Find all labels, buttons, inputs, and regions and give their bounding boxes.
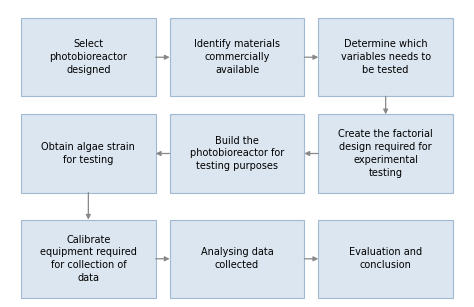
Text: Obtain algae strain
for testing: Obtain algae strain for testing xyxy=(41,142,135,165)
FancyBboxPatch shape xyxy=(318,115,453,192)
FancyBboxPatch shape xyxy=(170,18,304,96)
Text: Evaluation and
conclusion: Evaluation and conclusion xyxy=(349,247,422,270)
Text: Analysing data
collected: Analysing data collected xyxy=(201,247,273,270)
Text: Build the
photobioreactor for
testing purposes: Build the photobioreactor for testing pu… xyxy=(190,136,284,171)
Text: Identify materials
commercially
available: Identify materials commercially availabl… xyxy=(194,39,280,75)
FancyBboxPatch shape xyxy=(318,220,453,298)
FancyBboxPatch shape xyxy=(21,220,155,298)
FancyBboxPatch shape xyxy=(21,18,155,96)
Text: Calibrate
equipment required
for collection of
data: Calibrate equipment required for collect… xyxy=(40,235,137,283)
FancyBboxPatch shape xyxy=(170,115,304,192)
FancyBboxPatch shape xyxy=(170,220,304,298)
FancyBboxPatch shape xyxy=(21,115,155,192)
FancyBboxPatch shape xyxy=(318,18,453,96)
Text: Determine which
variables needs to
be tested: Determine which variables needs to be te… xyxy=(341,39,431,75)
Text: Select
photobioreactor
designed: Select photobioreactor designed xyxy=(49,39,128,75)
Text: Create the factorial
design required for
experimental
testing: Create the factorial design required for… xyxy=(338,129,433,178)
